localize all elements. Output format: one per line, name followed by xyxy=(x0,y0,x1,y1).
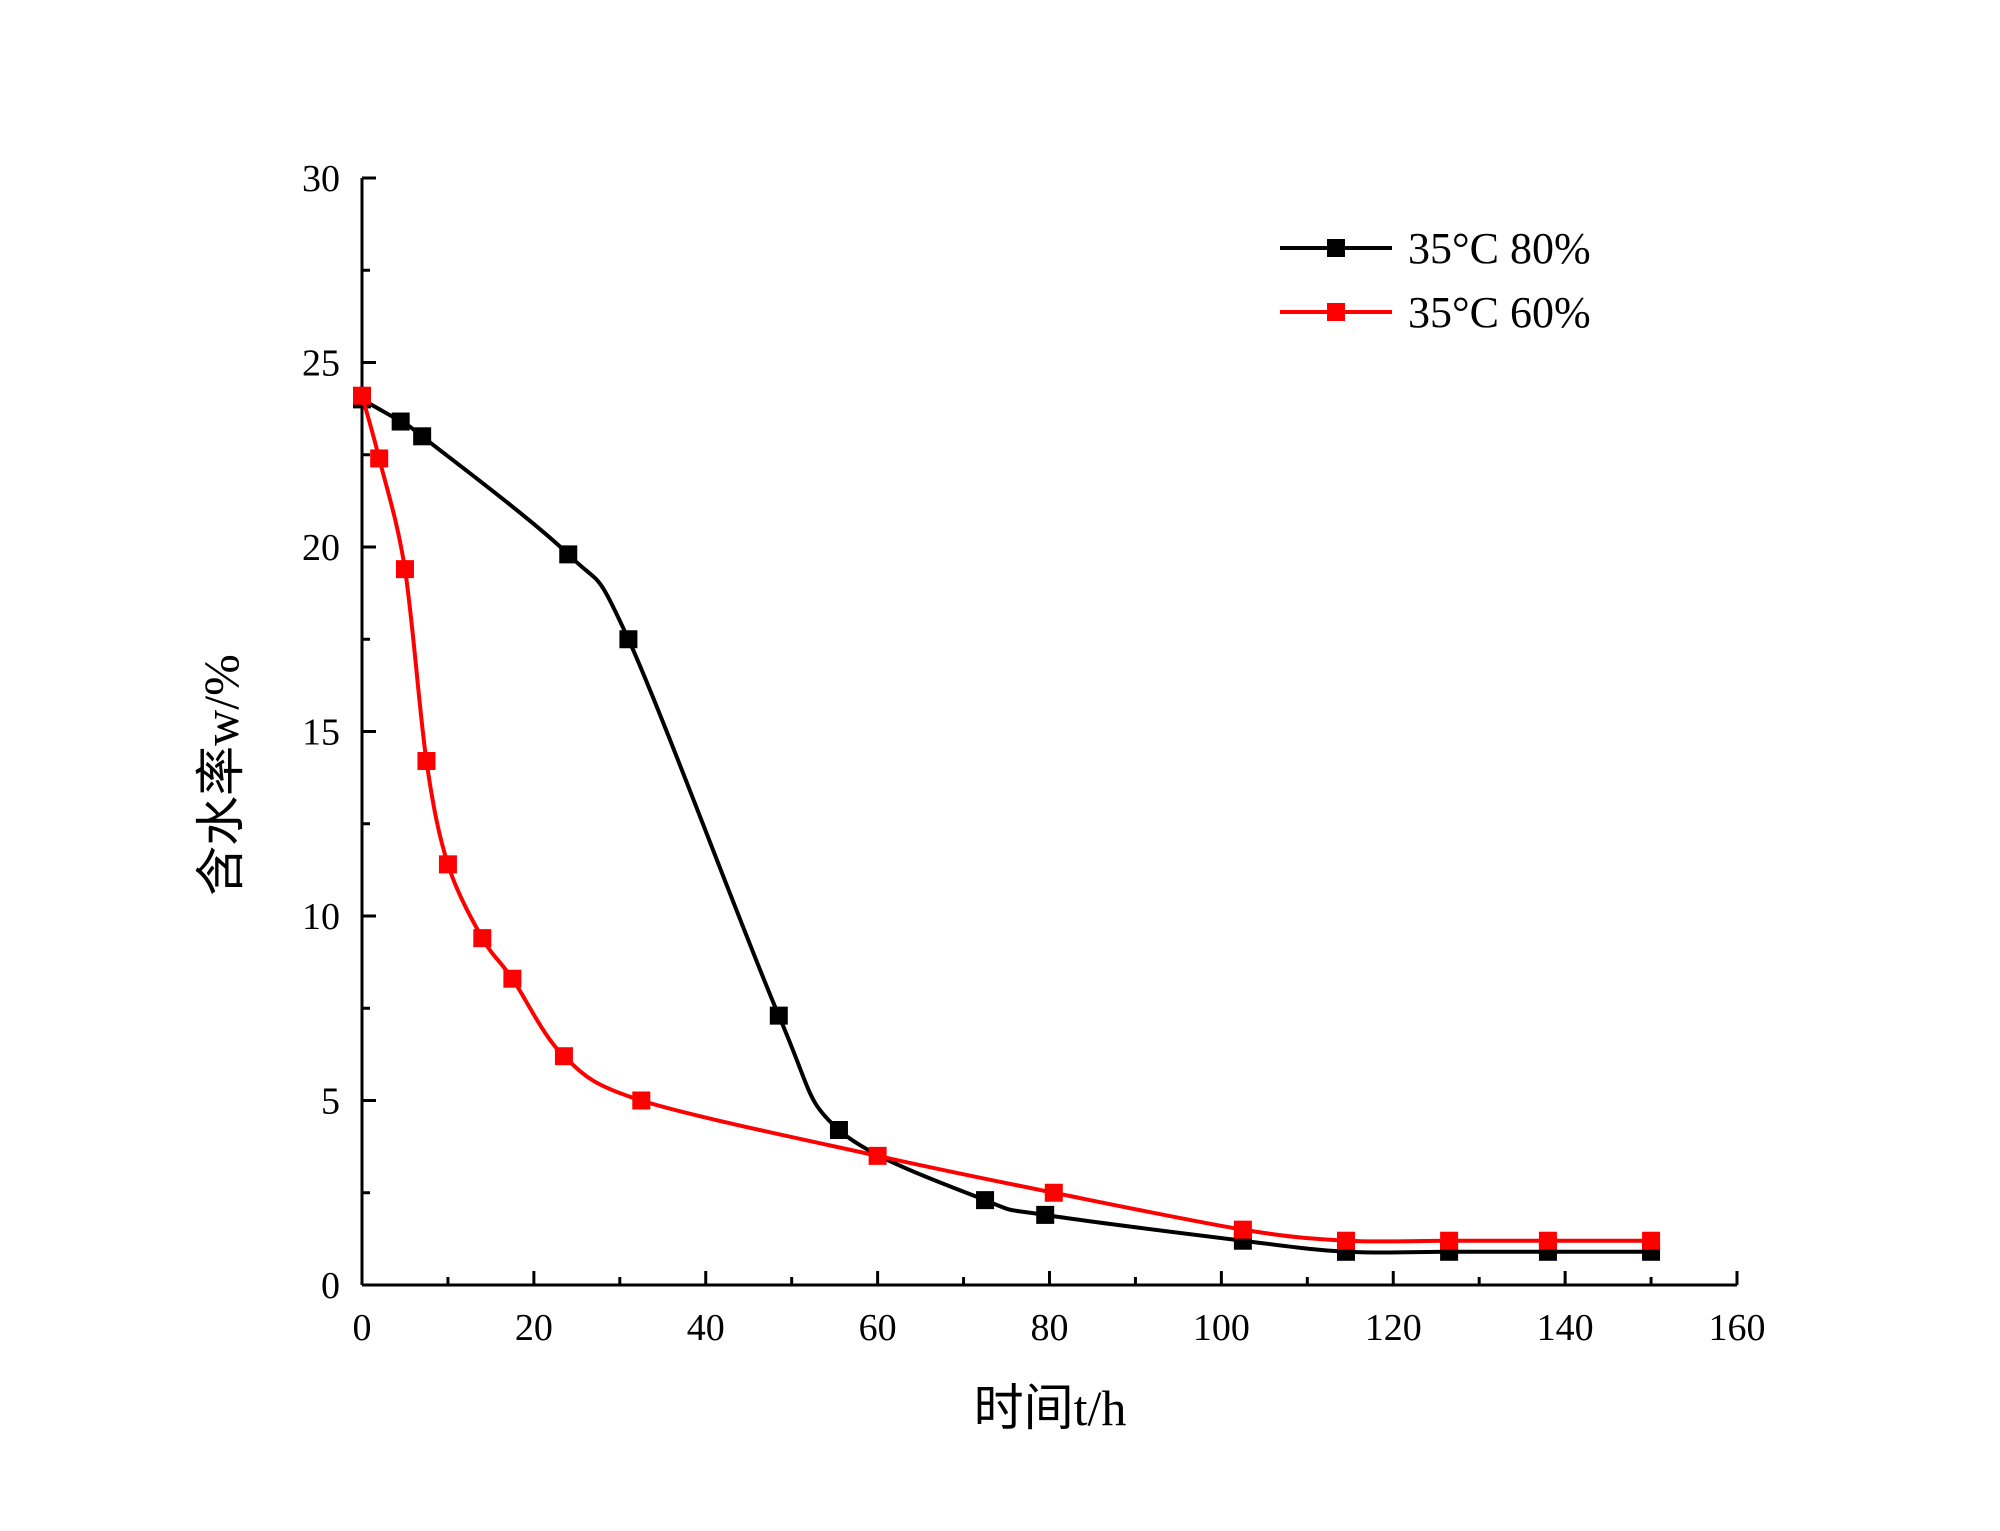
y-tick-label: 20 xyxy=(302,527,340,569)
x-tick-label: 160 xyxy=(1709,1307,1766,1349)
data-point xyxy=(829,1121,848,1140)
series-2 xyxy=(353,386,1661,1250)
data-point xyxy=(868,1146,887,1165)
legend-marker xyxy=(1327,303,1345,321)
data-point xyxy=(438,855,457,874)
series-line xyxy=(360,397,1654,1255)
x-tick-label: 0 xyxy=(353,1307,372,1349)
data-point xyxy=(619,630,638,649)
data-point xyxy=(559,545,578,564)
y-tick-label: 25 xyxy=(302,343,340,385)
series-line xyxy=(360,393,1654,1244)
x-tick-label: 40 xyxy=(687,1307,725,1349)
data-point xyxy=(395,560,414,579)
y-tick-label: 0 xyxy=(321,1265,340,1307)
data-point xyxy=(976,1191,995,1210)
data-point xyxy=(1642,1231,1661,1250)
x-tick-label: 60 xyxy=(859,1307,897,1349)
y-tick-label: 15 xyxy=(302,712,340,754)
x-axis-title: 时间t/h xyxy=(974,1380,1127,1436)
data-point xyxy=(1538,1231,1557,1250)
x-tick-label: 120 xyxy=(1365,1307,1422,1349)
legend-label: 35°C 60% xyxy=(1408,288,1591,337)
y-axis: 0 5 10 15 20 25 30 xyxy=(302,158,376,1307)
data-point xyxy=(1036,1205,1055,1224)
x-tick-label: 100 xyxy=(1193,1307,1250,1349)
data-point xyxy=(391,412,410,431)
legend: 35°C 80% 35°C 60% xyxy=(1280,224,1591,337)
y-tick-label: 10 xyxy=(302,896,340,938)
series-1 xyxy=(353,390,1661,1261)
data-point xyxy=(370,449,389,468)
data-point xyxy=(632,1091,651,1110)
legend-label: 35°C 80% xyxy=(1408,224,1591,273)
data-point xyxy=(473,929,492,948)
data-point xyxy=(769,1006,788,1025)
x-tick-label: 140 xyxy=(1537,1307,1594,1349)
x-tick-label: 20 xyxy=(515,1307,553,1349)
data-point xyxy=(1336,1231,1355,1250)
series-layer xyxy=(353,386,1661,1261)
y-axis-title: 含水率w/% xyxy=(193,654,249,896)
data-point xyxy=(1044,1183,1063,1202)
data-point xyxy=(554,1047,573,1066)
data-point xyxy=(1440,1231,1459,1250)
data-point xyxy=(417,752,436,771)
legend-entry: 35°C 60% xyxy=(1280,288,1591,337)
data-point xyxy=(503,969,522,988)
y-tick-label: 30 xyxy=(302,158,340,200)
y-tick-label: 5 xyxy=(321,1081,340,1123)
data-point xyxy=(353,386,371,405)
x-axis: 0 20 40 60 80 100 120 140 160 xyxy=(353,1271,1766,1349)
data-point xyxy=(413,427,432,446)
x-tick-label: 80 xyxy=(1031,1307,1069,1349)
data-point xyxy=(1233,1220,1252,1239)
legend-marker xyxy=(1327,239,1345,257)
legend-entry: 35°C 80% xyxy=(1280,224,1591,273)
